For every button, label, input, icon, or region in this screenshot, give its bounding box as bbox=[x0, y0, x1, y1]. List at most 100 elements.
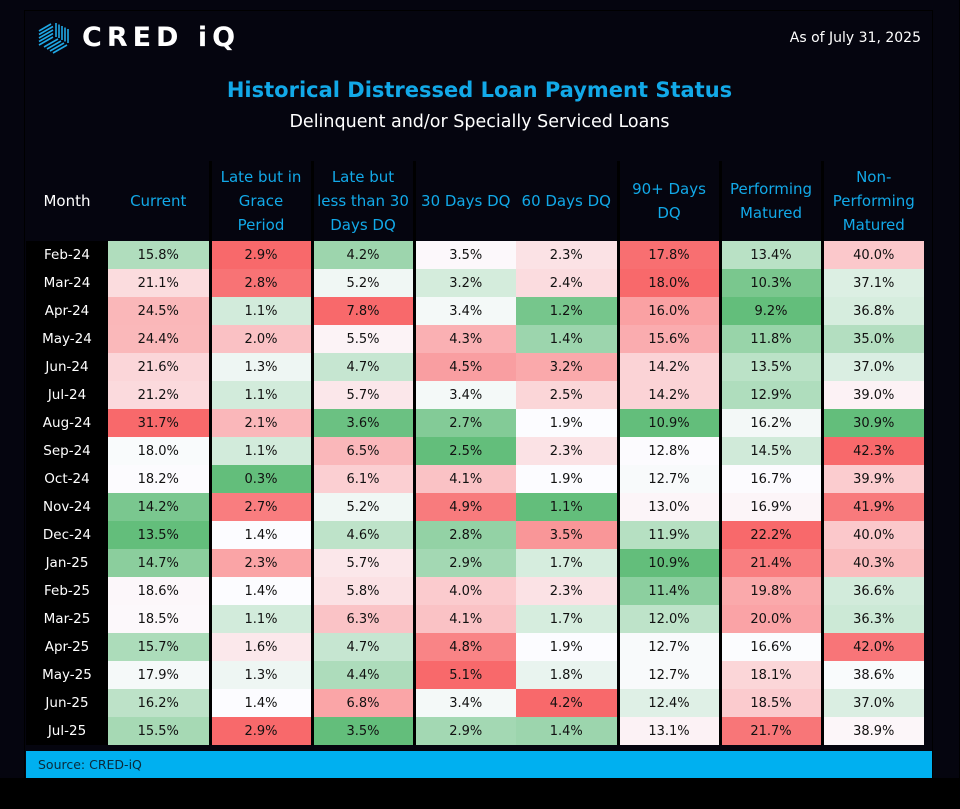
heatmap-cell: 37.0% bbox=[820, 689, 924, 717]
heatmap-cell: 4.7% bbox=[310, 633, 414, 661]
heatmap-cell: 15.5% bbox=[108, 717, 210, 745]
heatmap-cell: 41.9% bbox=[820, 493, 924, 521]
table-row: Nov-24 14.2% 2.7% 5.2% 4.9% 1.1% 13.0% 16.9% 41.… bbox=[26, 493, 924, 521]
heatmap-cell: 2.3% bbox=[208, 549, 312, 577]
heatmap-cell: 2.8% bbox=[208, 269, 312, 297]
heatmap-cell: 5.8% bbox=[310, 577, 414, 605]
column-header: Non- Performing Matured bbox=[820, 161, 924, 241]
row-month-label: Feb-25 bbox=[26, 577, 108, 605]
column-header-line: Late but bbox=[331, 168, 395, 186]
heatmap-cell: 16.2% bbox=[718, 409, 822, 437]
heatmap-cell: 1.1% bbox=[208, 437, 312, 465]
heatmap-cell: 13.0% bbox=[616, 493, 720, 521]
heatmap-cell: 15.7% bbox=[108, 633, 210, 661]
row-month-label: Mar-24 bbox=[26, 269, 108, 297]
column-header-line: Grace bbox=[238, 192, 284, 210]
heatmap-cell: 1.9% bbox=[516, 633, 618, 661]
table-row: Apr-25 15.7% 1.6% 4.7% 4.8% 1.9% 12.7% 16.6% 42.… bbox=[26, 633, 924, 661]
heatmap-cell: 16.2% bbox=[108, 689, 210, 717]
heatmap-cell: 40.3% bbox=[820, 549, 924, 577]
heatmap-cell: 12.7% bbox=[616, 661, 720, 689]
column-header: 90+ Days DQ bbox=[616, 161, 720, 241]
column-header-line: 30 Days DQ bbox=[421, 192, 511, 210]
heatmap-cell: 37.0% bbox=[820, 353, 924, 381]
heatmap-cell: 24.4% bbox=[108, 325, 210, 353]
heatmap-cell: 1.1% bbox=[516, 493, 618, 521]
heatmap-cell: 5.2% bbox=[310, 493, 414, 521]
heatmap-cell: 22.2% bbox=[718, 521, 822, 549]
table-row: Jun-24 21.6% 1.3% 4.7% 4.5% 3.2% 14.2% 13.5% 37.… bbox=[26, 353, 924, 381]
heatmap-cell: 17.9% bbox=[108, 661, 210, 689]
heatmap-cell: 0.3% bbox=[208, 465, 312, 493]
heatmap-cell: 15.6% bbox=[616, 325, 720, 353]
heatmap-cell: 38.6% bbox=[820, 661, 924, 689]
heatmap-cell: 4.2% bbox=[516, 689, 618, 717]
column-header: Performing Matured bbox=[718, 161, 822, 241]
heatmap-cell: 18.0% bbox=[616, 269, 720, 297]
heatmap-cell: 14.7% bbox=[108, 549, 210, 577]
chart-subtitle: Delinquent and/or Specially Serviced Loa… bbox=[289, 112, 670, 132]
heatmap-cell: 2.3% bbox=[516, 577, 618, 605]
column-header-line: Performing bbox=[729, 180, 813, 198]
heatmap-cell: 15.8% bbox=[108, 241, 210, 269]
table-row: Apr-24 24.5% 1.1% 7.8% 3.4% 1.2% 16.0% 9.2% 36.8… bbox=[26, 297, 924, 325]
heatmap-cell: 6.8% bbox=[310, 689, 414, 717]
heatmap-cell: 35.0% bbox=[820, 325, 924, 353]
table-body: Feb-24 15.8% 2.9% 4.2% 3.5% 2.3% 17.8% 13.4% 40.… bbox=[26, 241, 924, 745]
heatmap-cell: 17.8% bbox=[616, 241, 720, 269]
table-row: Feb-25 18.6% 1.4% 5.8% 4.0% 2.3% 11.4% 19.8% 36.… bbox=[26, 577, 924, 605]
row-month-label: Sep-24 bbox=[26, 437, 108, 465]
column-header: Late but less than 30 Days DQ bbox=[310, 161, 414, 241]
heatmap-cell: 13.5% bbox=[718, 353, 822, 381]
brand-name: CRED iQ bbox=[82, 21, 241, 53]
heatmap-cell: 42.0% bbox=[820, 633, 924, 661]
heatmap-cell: 4.6% bbox=[310, 521, 414, 549]
heatmap-cell: 16.7% bbox=[718, 465, 822, 493]
heatmap-cell: 14.2% bbox=[616, 353, 720, 381]
heatmap-cell: 5.5% bbox=[310, 325, 414, 353]
table-row: Sep-24 18.0% 1.1% 6.5% 2.5% 2.3% 12.8% 14.5% 42.… bbox=[26, 437, 924, 465]
heatmap-cell: 1.4% bbox=[516, 717, 618, 745]
heatmap-cell: 2.9% bbox=[208, 241, 312, 269]
heatmap-cell: 20.0% bbox=[718, 605, 822, 633]
column-header-line: DQ bbox=[657, 204, 681, 222]
row-month-label: Jun-25 bbox=[26, 689, 108, 717]
heatmap-cell: 4.9% bbox=[412, 493, 516, 521]
chart-title: Historical Distressed Loan Payment Statu… bbox=[226, 78, 733, 102]
heatmap-cell: 18.1% bbox=[718, 661, 822, 689]
row-month-label: Jul-25 bbox=[26, 717, 108, 745]
heatmap-cell: 14.2% bbox=[616, 381, 720, 409]
heatmap-cell: 1.4% bbox=[516, 325, 618, 353]
heatmap-cell: 1.4% bbox=[208, 521, 312, 549]
heatmap-cell: 12.9% bbox=[718, 381, 822, 409]
heatmap-cell: 6.1% bbox=[310, 465, 414, 493]
as-of-date: As of July 31, 2025 bbox=[789, 30, 921, 46]
heatmap-cell: 18.6% bbox=[108, 577, 210, 605]
heatmap-cell: 1.7% bbox=[516, 549, 618, 577]
column-header: Late but in Grace Period bbox=[208, 161, 312, 241]
heatmap-cell: 30.9% bbox=[820, 409, 924, 437]
table-row: Jul-24 21.2% 1.1% 5.7% 3.4% 2.5% 14.2% 12.9% 39.… bbox=[26, 381, 924, 409]
table-row: Jul-25 15.5% 2.9% 3.5% 2.9% 1.4% 13.1% 21.7% 38.… bbox=[26, 717, 924, 745]
heatmap-cell: 3.5% bbox=[412, 241, 516, 269]
column-header-line: Period bbox=[237, 216, 285, 234]
heatmap-cell: 2.9% bbox=[412, 549, 516, 577]
heatmap-cell: 2.7% bbox=[412, 409, 516, 437]
column-header-month: Month bbox=[26, 161, 108, 241]
header-row: Month Current Late but in Grace Period Late … bbox=[26, 161, 924, 241]
heatmap-cell: 4.8% bbox=[412, 633, 516, 661]
heatmap-cell: 10.9% bbox=[616, 549, 720, 577]
heatmap-cell: 38.9% bbox=[820, 717, 924, 745]
heatmap-cell: 5.2% bbox=[310, 269, 414, 297]
heatmap-cell: 1.9% bbox=[516, 409, 618, 437]
heatmap-cell: 1.6% bbox=[208, 633, 312, 661]
heatmap-cell: 10.9% bbox=[616, 409, 720, 437]
heatmap-cell: 12.8% bbox=[616, 437, 720, 465]
heatmap-cell: 3.5% bbox=[310, 717, 414, 745]
heatmap-cell: 19.8% bbox=[718, 577, 822, 605]
heatmap-cell: 3.4% bbox=[412, 689, 516, 717]
heatmap-cell: 37.1% bbox=[820, 269, 924, 297]
heatmap-cell: 13.5% bbox=[108, 521, 210, 549]
row-month-label: Apr-24 bbox=[26, 297, 108, 325]
heatmap-cell: 11.8% bbox=[718, 325, 822, 353]
